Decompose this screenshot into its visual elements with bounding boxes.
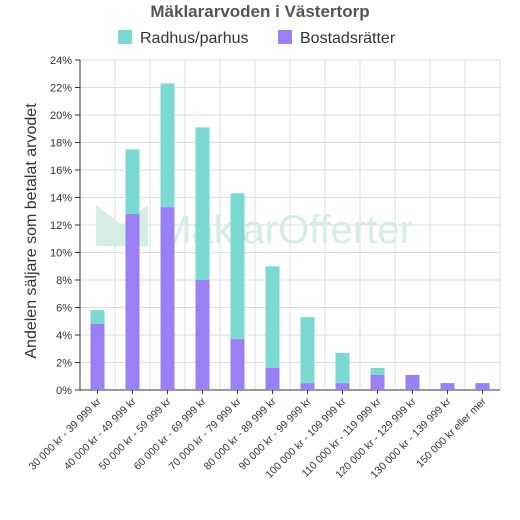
bar-bostadsr-tter[interactable] bbox=[405, 374, 420, 390]
bar-radhus-parhus[interactable] bbox=[335, 352, 350, 384]
legend: Radhus/parhus Bostadsrätter bbox=[118, 30, 396, 47]
y-tick-label: 6% bbox=[56, 303, 72, 315]
y-tick-label: 10% bbox=[50, 248, 72, 260]
legend-label-bostadsratter[interactable]: Bostadsrätter bbox=[300, 30, 396, 47]
bar-bostadsr-tter[interactable] bbox=[265, 368, 280, 390]
bar-bostadsr-tter[interactable] bbox=[475, 383, 490, 390]
chart-title: Mäklararvoden i Västertorp bbox=[150, 2, 369, 21]
bar-bostadsr-tter[interactable] bbox=[335, 383, 350, 390]
bar-radhus-parhus[interactable] bbox=[370, 368, 385, 375]
y-tick-label: 14% bbox=[50, 193, 72, 205]
y-axis-ticks: 0% 2% 4% 6% 8% 10% 12% 14% 16% 18% 20% 22% 24% bbox=[50, 55, 80, 397]
y-tick-label: 8% bbox=[56, 275, 72, 287]
legend-swatch-radhus bbox=[118, 30, 132, 44]
bar-bostadsr-tter[interactable] bbox=[195, 280, 210, 390]
y-tick-label: 2% bbox=[56, 358, 72, 370]
y-tick-label: 18% bbox=[50, 138, 72, 150]
legend-swatch-bostadsratter bbox=[278, 30, 292, 44]
y-tick-label: 4% bbox=[56, 330, 72, 342]
x-tick-label: 150 000 kr eller mer bbox=[414, 395, 489, 470]
bar-bostadsr-tter[interactable] bbox=[300, 383, 315, 390]
watermark: MäklarOfferter bbox=[96, 205, 413, 252]
bar-radhus-parhus[interactable] bbox=[160, 83, 175, 208]
y-tick-label: 16% bbox=[50, 165, 72, 177]
bar-bostadsr-tter[interactable] bbox=[440, 383, 455, 390]
y-tick-label: 0% bbox=[56, 385, 72, 397]
bar-radhus-parhus[interactable] bbox=[90, 310, 105, 324]
bar-radhus-parhus[interactable] bbox=[125, 149, 140, 214]
bar-radhus-parhus[interactable] bbox=[300, 317, 315, 384]
y-tick-label: 22% bbox=[50, 83, 72, 95]
watermark-logo-icon bbox=[96, 205, 148, 246]
bar-radhus-parhus[interactable] bbox=[265, 266, 280, 368]
y-tick-label: 12% bbox=[50, 220, 72, 232]
y-tick-label: 24% bbox=[50, 55, 72, 67]
y-tick-label: 20% bbox=[50, 110, 72, 122]
bar-bostadsr-tter[interactable] bbox=[370, 374, 385, 390]
bar-bostadsr-tter[interactable] bbox=[160, 207, 175, 390]
bar-bostadsr-tter[interactable] bbox=[125, 214, 140, 390]
bars-layer bbox=[90, 83, 490, 390]
bar-radhus-parhus[interactable] bbox=[230, 193, 245, 340]
y-axis-label: Andelen säljare som betalat arvodet bbox=[23, 103, 40, 359]
bar-bostadsr-tter[interactable] bbox=[90, 324, 105, 390]
legend-label-radhus[interactable]: Radhus/parhus bbox=[140, 30, 249, 47]
bar-bostadsr-tter[interactable] bbox=[230, 339, 245, 390]
bar-radhus-parhus[interactable] bbox=[195, 127, 210, 280]
